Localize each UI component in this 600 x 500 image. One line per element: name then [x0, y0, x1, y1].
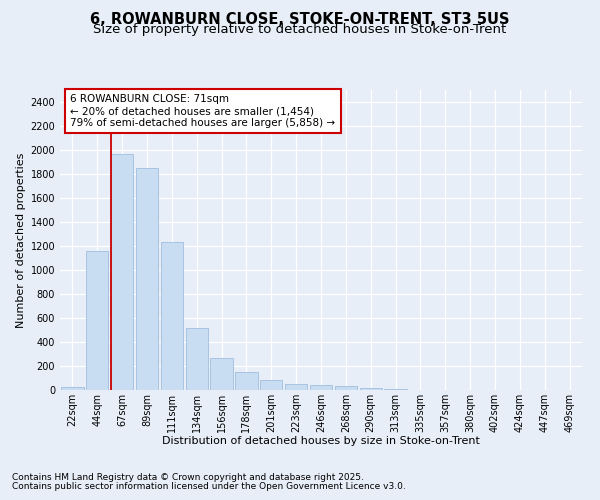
Bar [285, 384, 307, 390]
X-axis label: Distribution of detached houses by size in Stoke-on-Trent: Distribution of detached houses by size … [162, 436, 480, 446]
Bar [111, 154, 133, 390]
Bar [359, 388, 382, 390]
Text: Contains public sector information licensed under the Open Government Licence v3: Contains public sector information licen… [12, 482, 406, 491]
Bar [260, 380, 283, 390]
Y-axis label: Number of detached properties: Number of detached properties [16, 152, 26, 328]
Bar [161, 242, 183, 390]
Text: 6 ROWANBURN CLOSE: 71sqm
← 20% of detached houses are smaller (1,454)
79% of sem: 6 ROWANBURN CLOSE: 71sqm ← 20% of detach… [70, 94, 335, 128]
Bar [335, 386, 357, 390]
Text: 6, ROWANBURN CLOSE, STOKE-ON-TRENT, ST3 5US: 6, ROWANBURN CLOSE, STOKE-ON-TRENT, ST3 … [90, 12, 510, 28]
Bar [235, 372, 257, 390]
Bar [185, 328, 208, 390]
Bar [136, 168, 158, 390]
Bar [61, 387, 83, 390]
Bar [86, 251, 109, 390]
Text: Contains HM Land Registry data © Crown copyright and database right 2025.: Contains HM Land Registry data © Crown c… [12, 474, 364, 482]
Bar [310, 385, 332, 390]
Bar [211, 358, 233, 390]
Text: Size of property relative to detached houses in Stoke-on-Trent: Size of property relative to detached ho… [94, 22, 506, 36]
